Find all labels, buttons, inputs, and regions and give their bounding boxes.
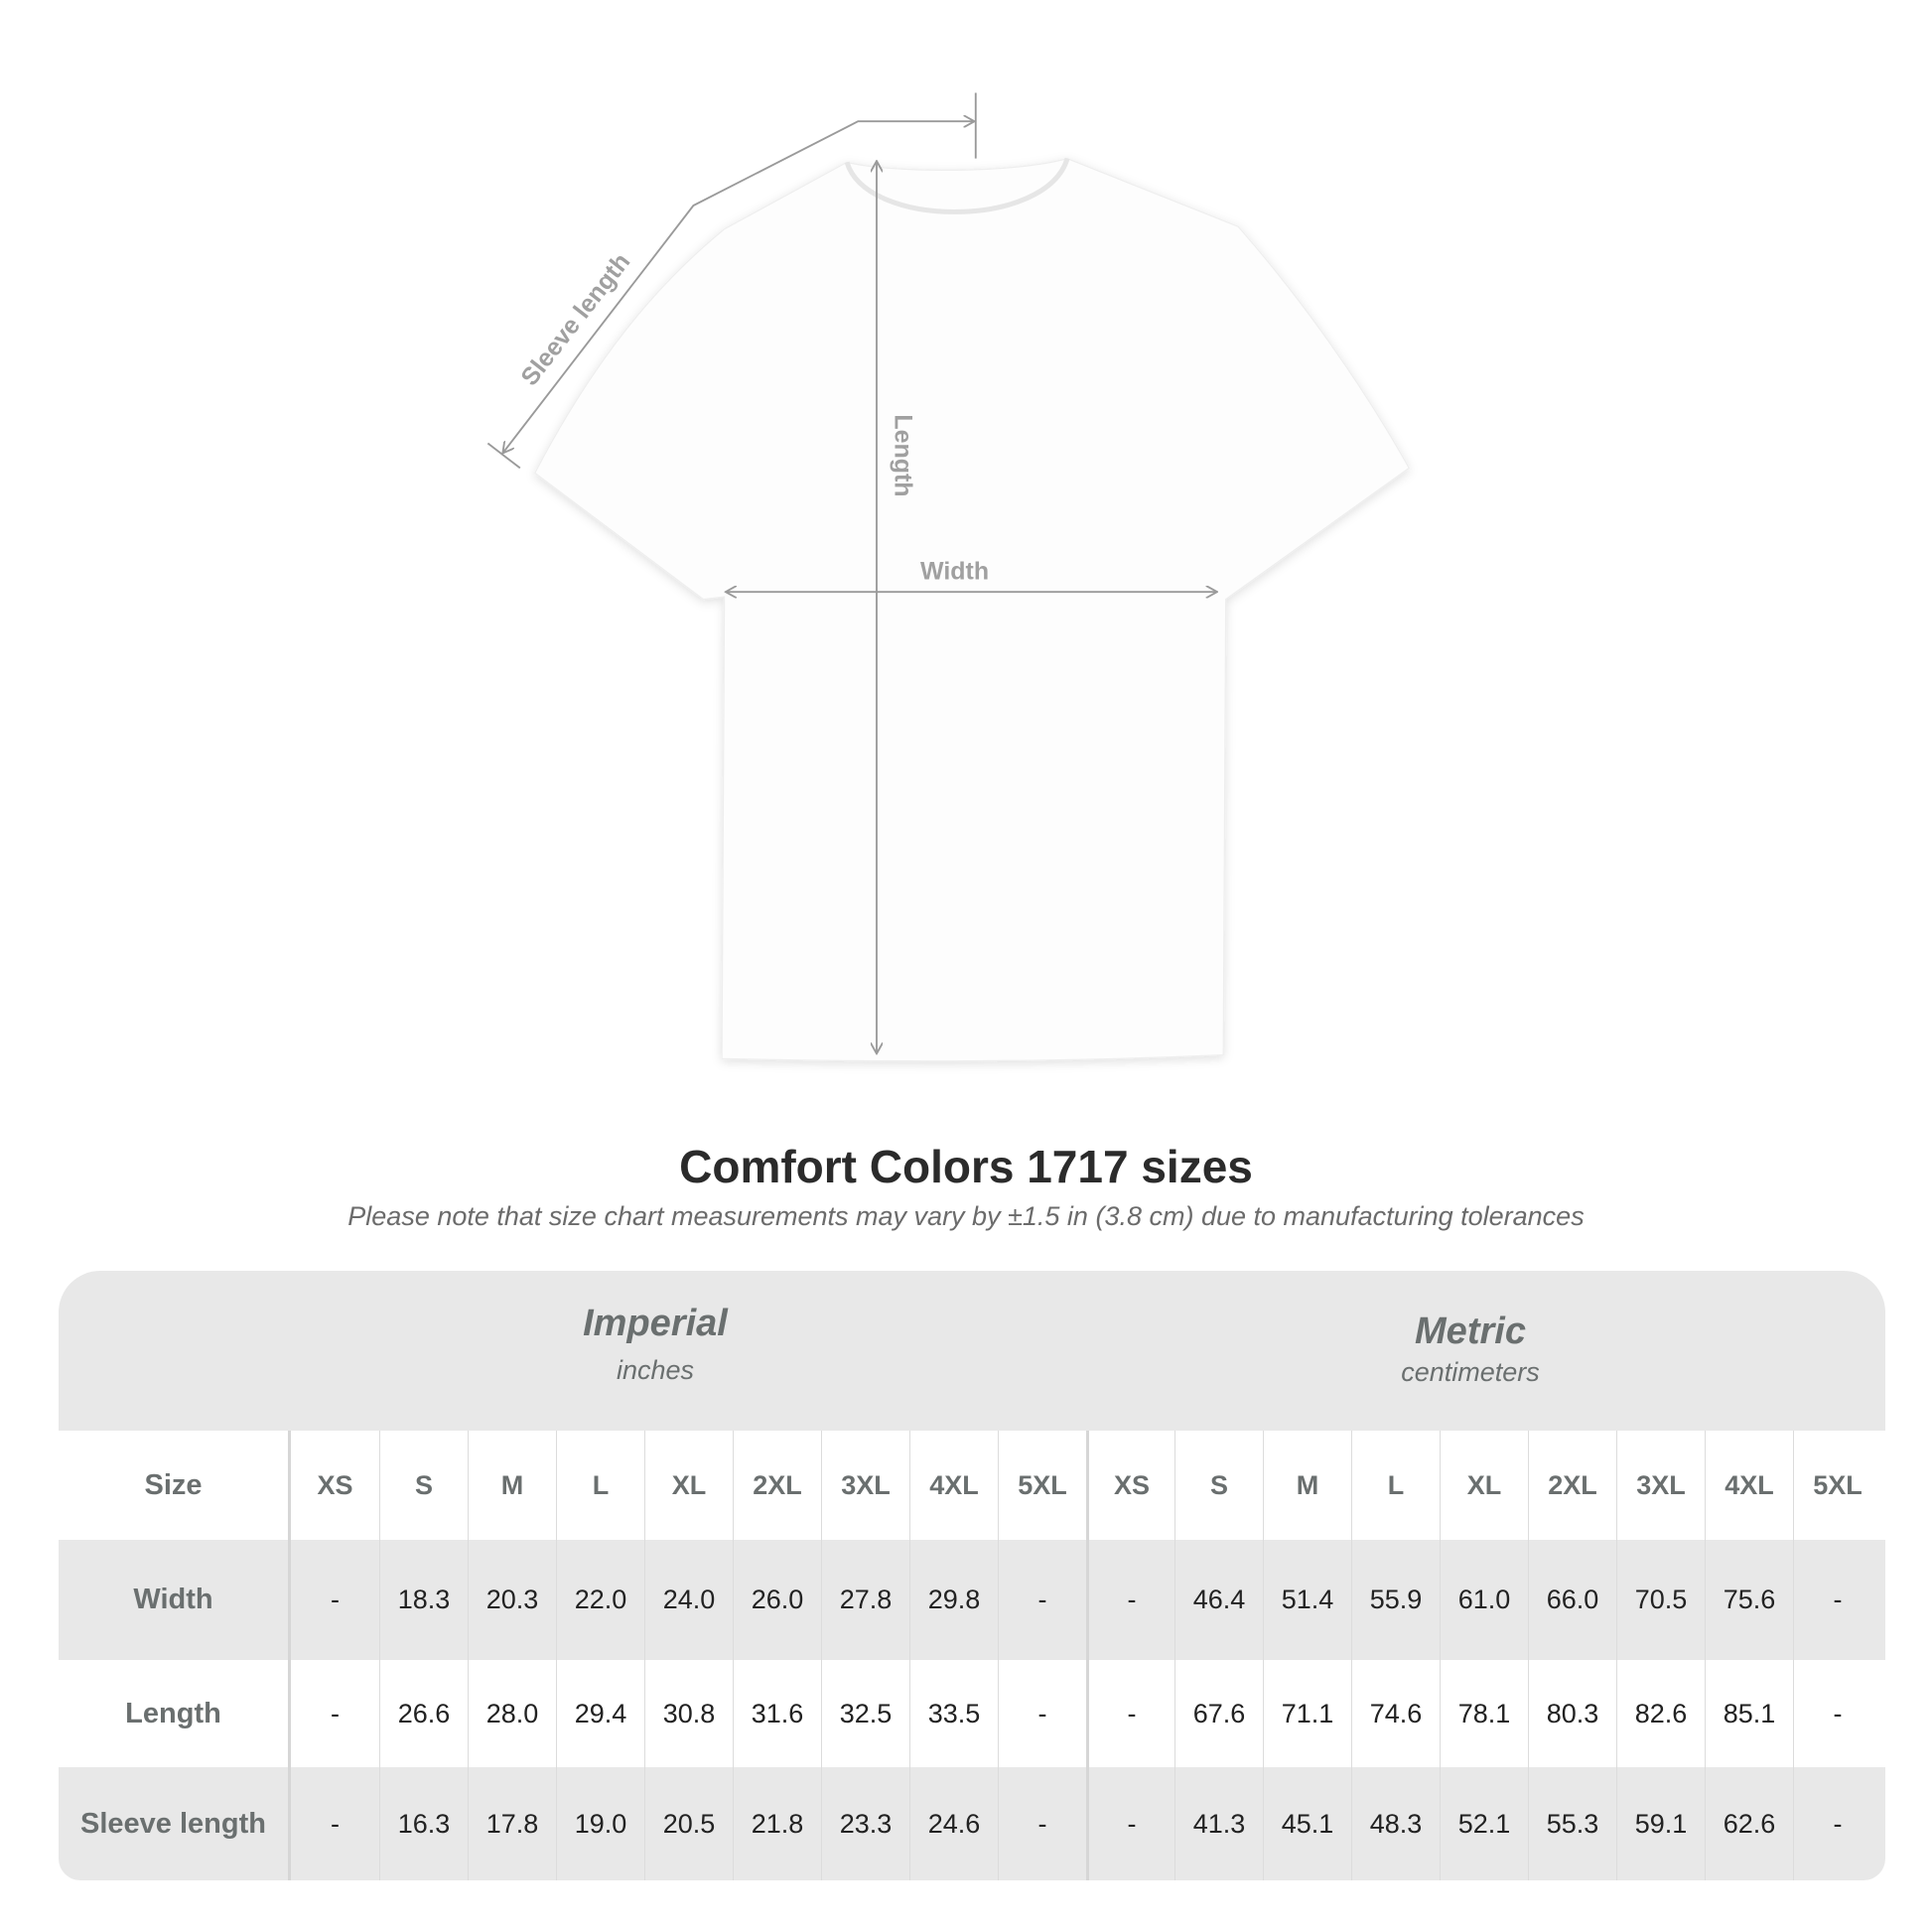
imperial-value-cell: 22.0: [556, 1540, 644, 1660]
imperial-value-cell: 20.3: [468, 1540, 556, 1660]
imperial-value-cell: 31.6: [733, 1660, 821, 1767]
imperial-value-cell: 33.5: [909, 1660, 998, 1767]
page-title: Comfort Colors 1717 sizes: [679, 1141, 1253, 1192]
size-table: Imperial inches Metric centimeters Size X…: [59, 1271, 1885, 1880]
metric-value-cell: 52.1: [1440, 1767, 1528, 1880]
imperial-size-header: 2XL: [733, 1431, 821, 1540]
metric-value-cell: 74.6: [1351, 1660, 1440, 1767]
row-label: Width: [59, 1540, 291, 1660]
imperial-size-header: M: [468, 1431, 556, 1540]
metric-value-cell: 48.3: [1351, 1767, 1440, 1880]
metric-size-header: XL: [1440, 1431, 1528, 1540]
tolerance-note: Please note that size chart measurements…: [347, 1201, 1585, 1231]
tshirt-diagram: Sleeve length Length Width: [486, 92, 1411, 1062]
metric-value-cell: -: [1793, 1767, 1881, 1880]
size-header-row: Size XS S M L XL 2XL 3XL 4XL 5XL XS S M L XL 2XL 3XL 4XL 5…: [59, 1431, 1885, 1540]
imperial-value-cell: 20.5: [644, 1767, 733, 1880]
metric-title: Metric: [1415, 1311, 1526, 1352]
row-label: Sleeve length: [59, 1767, 291, 1880]
metric-value-cell: 71.1: [1263, 1660, 1351, 1767]
table-row: Sleeve length - 16.3 17.8 19.0 20.5 21.8 23.3 24…: [59, 1767, 1885, 1880]
imperial-value-cell: 26.6: [379, 1660, 468, 1767]
imperial-value-cell: -: [331, 1585, 340, 1614]
imperial-value-cell: 28.0: [468, 1660, 556, 1767]
imperial-size-header: 4XL: [909, 1431, 998, 1540]
metric-value-cell: 82.6: [1616, 1660, 1705, 1767]
unit-header-band: Imperial inches Metric centimeters: [59, 1271, 1885, 1431]
imperial-value-cell: 24.0: [644, 1540, 733, 1660]
table-row: Length -26.6 28.0 29.4 30.8 31.6 32.5 33.5- -67.…: [59, 1660, 1885, 1767]
imperial-value-cell: 23.3: [821, 1767, 909, 1880]
imperial-value-cell: -: [998, 1660, 1086, 1767]
table-row: Width -18.3 20.3 22.0 24.0 26.0 27.8 29.8- -46.4…: [59, 1540, 1885, 1660]
metric-value-cell: -: [1086, 1660, 1174, 1767]
metric-value-cell: 55.9: [1351, 1540, 1440, 1660]
imperial-value-cell: 16.3: [379, 1767, 468, 1880]
width-label: Width: [920, 558, 989, 586]
imperial-value-cell: 18.3: [379, 1540, 468, 1660]
imperial-value-cell: -: [998, 1767, 1086, 1880]
metric-size-header: L: [1351, 1431, 1440, 1540]
imperial-value-cell: 19.0: [556, 1767, 644, 1880]
metric-value-cell: 59.1: [1616, 1767, 1705, 1880]
imperial-value-cell: -: [998, 1540, 1086, 1660]
metric-value-cell: 75.6: [1705, 1540, 1793, 1660]
metric-value-cell: -: [1793, 1540, 1881, 1660]
metric-size-header: XS: [1086, 1431, 1174, 1540]
imperial-size-header: L: [556, 1431, 644, 1540]
imperial-value-cell: 29.8: [909, 1540, 998, 1660]
imperial-value-cell: -: [331, 1808, 340, 1839]
imperial-size-header: S: [379, 1431, 468, 1540]
metric-value-cell: 55.3: [1528, 1767, 1616, 1880]
imperial-value-cell: 30.8: [644, 1660, 733, 1767]
imperial-title: Imperial: [583, 1303, 728, 1344]
metric-value-cell: 46.4: [1174, 1540, 1263, 1660]
tshirt-shape: [533, 157, 1411, 1062]
metric-value-cell: 62.6: [1705, 1767, 1793, 1880]
metric-value-cell: 61.0: [1440, 1540, 1528, 1660]
metric-value-cell: -: [1086, 1540, 1174, 1660]
metric-size-header: S: [1174, 1431, 1263, 1540]
metric-value-cell: -: [1793, 1660, 1881, 1767]
imperial-value-cell: 29.4: [556, 1660, 644, 1767]
imperial-value-cell: 26.0: [733, 1540, 821, 1660]
metric-size-header: 2XL: [1528, 1431, 1616, 1540]
metric-value-cell: 80.3: [1528, 1660, 1616, 1767]
metric-size-header: 3XL: [1616, 1431, 1705, 1540]
imperial-unit: inches: [616, 1355, 695, 1385]
imperial-value-cell: 21.8: [733, 1767, 821, 1880]
imperial-value-cell: 24.6: [909, 1767, 998, 1880]
metric-size-header: 5XL: [1793, 1431, 1881, 1540]
metric-value-cell: -: [1086, 1767, 1174, 1880]
metric-value-cell: 66.0: [1528, 1540, 1616, 1660]
imperial-value-cell: 32.5: [821, 1660, 909, 1767]
metric-unit: centimeters: [1401, 1357, 1540, 1387]
imperial-size-header: XL: [644, 1431, 733, 1540]
imperial-size-header: 5XL: [998, 1431, 1086, 1540]
metric-size-header: M: [1263, 1431, 1351, 1540]
metric-size-header: 4XL: [1705, 1431, 1793, 1540]
metric-value-cell: 51.4: [1263, 1540, 1351, 1660]
metric-value-cell: 78.1: [1440, 1660, 1528, 1767]
metric-header: Metric centimeters: [1173, 1311, 1768, 1388]
imperial-size-header: XS: [317, 1469, 353, 1500]
imperial-value-cell: 27.8: [821, 1540, 909, 1660]
row-label: Length: [59, 1660, 291, 1767]
imperial-value-cell: 17.8: [468, 1767, 556, 1880]
row-label: Size: [59, 1431, 291, 1540]
metric-value-cell: 70.5: [1616, 1540, 1705, 1660]
length-label: Length: [890, 414, 917, 496]
imperial-value-cell: -: [331, 1698, 340, 1728]
sleeve-length-arrow: [486, 92, 977, 470]
metric-value-cell: 67.6: [1174, 1660, 1263, 1767]
metric-value-cell: 85.1: [1705, 1660, 1793, 1767]
imperial-header: Imperial inches: [357, 1303, 953, 1386]
metric-value-cell: 41.3: [1174, 1767, 1263, 1880]
imperial-size-header: 3XL: [821, 1431, 909, 1540]
metric-value-cell: 45.1: [1263, 1767, 1351, 1880]
